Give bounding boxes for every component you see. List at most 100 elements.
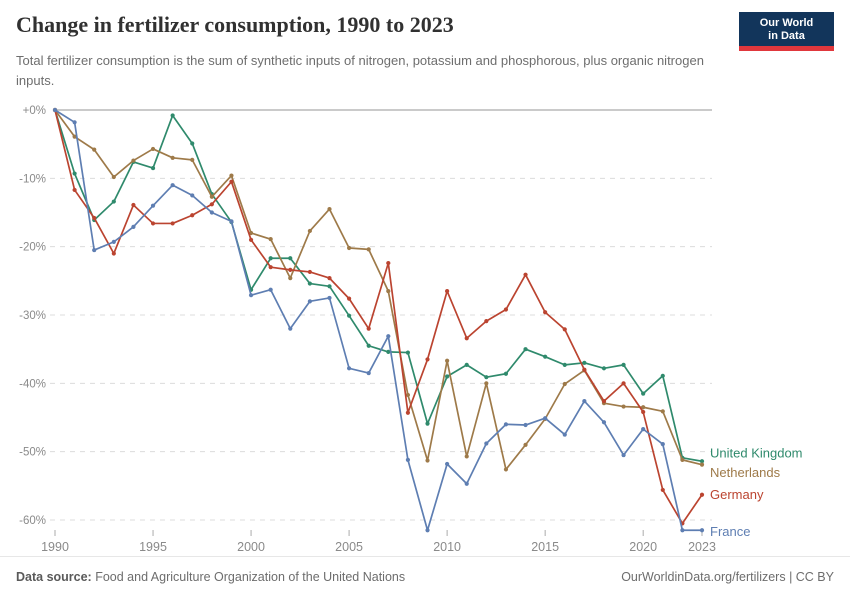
series-point-france [445, 461, 450, 467]
data-source-text: Food and Agriculture Organization of the… [91, 570, 406, 584]
series-point-germany [445, 288, 450, 294]
x-axis-tick-label: 2023 [688, 540, 716, 554]
series-point-netherlands [150, 146, 156, 152]
series-point-france [641, 427, 646, 432]
series-end-label-germany: Germany [710, 487, 764, 502]
x-axis-tick-label: 1990 [41, 540, 69, 554]
series-point-united-kingdom [386, 349, 391, 354]
owid-url-link[interactable]: OurWorldinData.org/fertilizers | CC BY [621, 570, 834, 584]
series-point-netherlands [111, 174, 116, 180]
series-point-germany [386, 260, 391, 266]
series-point-france [111, 239, 116, 244]
series-point-france [464, 481, 469, 486]
series-point-france [405, 457, 411, 462]
y-axis-tick-label: -50% [19, 447, 46, 459]
series-point-germany [131, 202, 136, 208]
series-point-netherlands [699, 462, 705, 467]
series-point-united-kingdom [445, 374, 450, 379]
chart-canvas: +0% -10% -20% -30% -40% -50% -60% 1990 1995 2000 2… [19, 105, 803, 554]
series-point-france [170, 183, 175, 188]
series-point-france [699, 528, 705, 533]
data-source: Data source: Food and Agriculture Organi… [16, 570, 405, 584]
series-point-france [268, 287, 273, 292]
owid-logo-line1: Our World [759, 17, 814, 29]
series-end-label-netherlands: Netherlands [710, 465, 781, 480]
series-point-germany [346, 296, 352, 301]
series-point-united-kingdom [307, 281, 312, 286]
series-point-france [327, 295, 332, 301]
y-axis-tick-label: -60% [19, 515, 46, 527]
chart-footer: Data source: Food and Agriculture Organi… [0, 556, 850, 600]
series-point-united-kingdom [190, 141, 195, 146]
series-point-germany [229, 179, 234, 184]
series-point-france [346, 366, 352, 371]
series-point-france [229, 219, 234, 224]
series-point-netherlands [209, 194, 214, 199]
series-point-france [386, 334, 391, 339]
series-point-netherlands [288, 276, 293, 281]
series-point-united-kingdom [150, 165, 156, 171]
series-point-germany [641, 409, 646, 415]
series-point-netherlands [621, 404, 626, 409]
series-point-united-kingdom [699, 459, 705, 464]
series-end-label-united-kingdom: United Kingdom [710, 446, 803, 461]
series-point-germany [72, 187, 77, 193]
series-point-united-kingdom [601, 366, 607, 371]
series-point-united-kingdom [621, 362, 626, 367]
series-point-netherlands [641, 405, 646, 410]
series-point-germany [366, 326, 371, 331]
series-point-france [660, 442, 665, 447]
series-line-germany [54, 109, 703, 525]
series-point-netherlands [562, 381, 567, 387]
series-point-germany [248, 237, 254, 242]
series-point-germany [405, 410, 411, 415]
series-point-netherlands [386, 288, 391, 294]
series-point-netherlands [503, 467, 509, 472]
series-point-france [307, 299, 312, 304]
series-point-netherlands [229, 173, 234, 178]
series-point-united-kingdom [111, 199, 116, 204]
series-point-germany [150, 221, 156, 226]
series-point-germany [170, 221, 175, 226]
series-end-label-france: France [710, 524, 750, 539]
series-point-france [543, 416, 548, 421]
series-point-germany [621, 381, 626, 386]
series-point-netherlands [170, 155, 175, 160]
series-point-united-kingdom [268, 256, 273, 261]
series-point-france [366, 370, 371, 376]
series-line-united-kingdom [54, 109, 703, 463]
series-point-netherlands [680, 457, 685, 462]
chart-subtitle: Total fertilizer consumption is the sum … [16, 53, 704, 88]
series-point-netherlands [445, 358, 450, 363]
series-point-germany [523, 272, 528, 277]
series-point-germany [543, 310, 548, 315]
series-point-netherlands [268, 237, 273, 242]
series-point-france [288, 326, 293, 331]
series-point-france [523, 422, 528, 428]
series-point-united-kingdom [464, 362, 469, 367]
series-point-netherlands [327, 206, 332, 212]
series-point-france [503, 422, 509, 427]
series-point-united-kingdom [543, 354, 548, 359]
series-point-united-kingdom [72, 171, 77, 176]
series-point-germany [268, 265, 273, 270]
x-axis-tick-label: 2020 [629, 540, 657, 554]
series-point-france [92, 247, 97, 253]
y-axis-tick-label: -40% [19, 378, 46, 390]
series-point-france [190, 193, 195, 198]
series-point-germany [425, 357, 430, 362]
x-axis-tick-label: 1995 [139, 540, 167, 554]
series-point-germany [660, 487, 665, 493]
series-point-germany [307, 269, 312, 275]
series-point-france [150, 203, 156, 208]
data-source-label: Data source: [16, 570, 92, 584]
series-point-netherlands [307, 228, 312, 234]
series-point-germany [288, 267, 293, 272]
series-point-netherlands [72, 134, 77, 139]
series-point-netherlands [346, 245, 352, 251]
series-point-germany [582, 367, 587, 372]
series-point-netherlands [366, 247, 371, 252]
series-point-germany [111, 251, 116, 256]
owid-logo[interactable]: Our World in Data [739, 12, 834, 51]
